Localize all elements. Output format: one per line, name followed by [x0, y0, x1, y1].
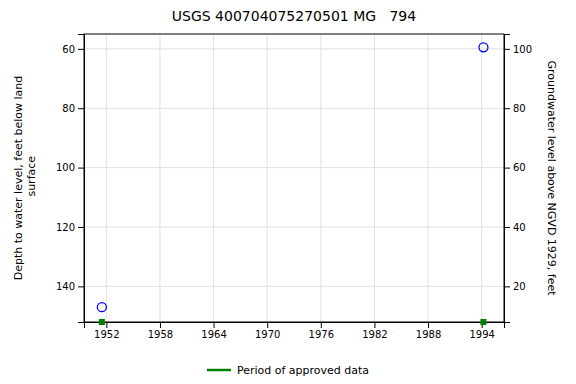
y-axis-tick: 140	[56, 281, 84, 292]
x-axis-line	[85, 323, 505, 329]
y2-axis-tick: 40	[504, 222, 526, 233]
x-axis-tick: 1982	[362, 322, 387, 340]
y2-axis-tick-mark	[504, 286, 510, 287]
y2-axis-tick-label: 80	[513, 103, 526, 114]
y-grid-line	[84, 286, 504, 287]
point	[97, 303, 106, 312]
y-axis-tick: 120	[56, 222, 84, 233]
y-axis-tick-label: 140	[56, 281, 75, 292]
x-axis-tick: 1976	[309, 322, 334, 340]
x-axis-tick: 1970	[255, 322, 280, 340]
y-axis-tick-label: 100	[56, 162, 75, 173]
title: USGS 400704075270501 MG 794	[172, 8, 416, 24]
y2-axis-line	[505, 35, 511, 323]
x-axis-tick-mark	[374, 322, 375, 328]
y-grid-line	[84, 48, 504, 49]
x-axis-tick-mark	[160, 322, 161, 328]
y2-axis-tick-mark	[504, 49, 510, 50]
grid	[84, 34, 504, 322]
y2-axis-tick-mark	[504, 168, 510, 169]
x-axis-tick-label: 1982	[362, 329, 387, 340]
x-axis-tick: 1958	[148, 322, 173, 340]
y-grid-line	[84, 167, 504, 168]
x-axis-tick-label: 1970	[255, 329, 280, 340]
series	[99, 319, 487, 325]
x-axis-tick-label: 1994	[469, 329, 494, 340]
y2-axis-tick: 80	[504, 103, 526, 114]
x-axis-tick-mark	[321, 322, 322, 328]
y2-axis-tick-label: 60	[513, 162, 526, 173]
square-marker	[480, 319, 486, 325]
x-grid-line	[481, 34, 482, 322]
legend-swatch	[207, 369, 231, 372]
x-axis-tick-label: 1958	[148, 329, 173, 340]
legend-label: Period of approved data	[237, 364, 369, 377]
x-axis-tick-mark	[267, 322, 268, 328]
y2-axis-title: Groundwater level above NGVD 1929, feet	[545, 60, 558, 296]
y2-axis-tick-label: 40	[513, 222, 526, 233]
y-axis-tick: 100	[56, 162, 84, 173]
point	[479, 43, 488, 52]
x-axis: 1952 1958 1964 1970 1976 1982 1988 1994	[85, 322, 505, 340]
y-axis-tick-label: 120	[56, 222, 75, 233]
x-grid-line	[267, 34, 268, 322]
y-axis-tick-label: 60	[62, 44, 75, 55]
x-grid-line	[374, 34, 375, 322]
y-axis-tick-mark	[78, 168, 84, 169]
marks	[97, 43, 488, 325]
legend: Period of approved data	[207, 364, 369, 377]
x-axis-tick-label: 1976	[309, 329, 334, 340]
y2-axis-tick-mark	[504, 227, 510, 228]
y2-axis-tick: 100	[504, 44, 532, 55]
y-axis-tick-mark	[78, 108, 84, 109]
x-axis-tick-mark	[428, 322, 429, 328]
y-axis-tick: 80	[62, 103, 84, 114]
x-axis-tick: 1964	[201, 322, 226, 340]
y-axis-tick-mark	[78, 49, 84, 50]
y-axis-tick: 60	[62, 44, 84, 55]
y-grid-line	[84, 108, 504, 109]
x-axis-tick: 1988	[416, 322, 441, 340]
y-axis-tick-mark	[78, 227, 84, 228]
y-axis-tick-mark	[78, 286, 84, 287]
x-grid-line	[320, 34, 321, 322]
y2-axis-tick-label: 100	[513, 44, 532, 55]
x-axis-tick-label: 1964	[201, 329, 226, 340]
x-grid-line	[159, 34, 160, 322]
y2-axis: 100 80 60 40 20	[504, 35, 532, 323]
series	[97, 43, 488, 312]
chart: 1952195819641970197619821988199460801001…	[0, 0, 576, 384]
y-grid-line	[84, 226, 504, 227]
y2-axis-tick-mark	[504, 108, 510, 109]
y-axis: 60 80 100 120 140	[56, 35, 85, 323]
x-axis-tick-mark	[106, 322, 107, 328]
y2-axis-tick: 60	[504, 162, 526, 173]
legend-item: Period of approved data	[207, 364, 369, 377]
x-axis-tick-label: 1988	[416, 329, 441, 340]
y2-axis-tick: 20	[504, 281, 526, 292]
x-grid-line	[106, 34, 107, 322]
y-axis-tick-label: 80	[62, 103, 75, 114]
x-axis-tick-mark	[214, 322, 215, 328]
y-axis-line	[78, 35, 85, 323]
x-axis-tick-label: 1952	[94, 329, 119, 340]
x-grid-line	[213, 34, 214, 322]
y2-axis-tick-label: 20	[513, 281, 526, 292]
x-axis-tick: 1952	[94, 322, 119, 340]
plot-frame	[84, 34, 504, 322]
square-marker	[99, 319, 105, 325]
y-axis-title: Depth to water level, feet below land su…	[12, 76, 38, 281]
x-grid-line	[428, 34, 429, 322]
